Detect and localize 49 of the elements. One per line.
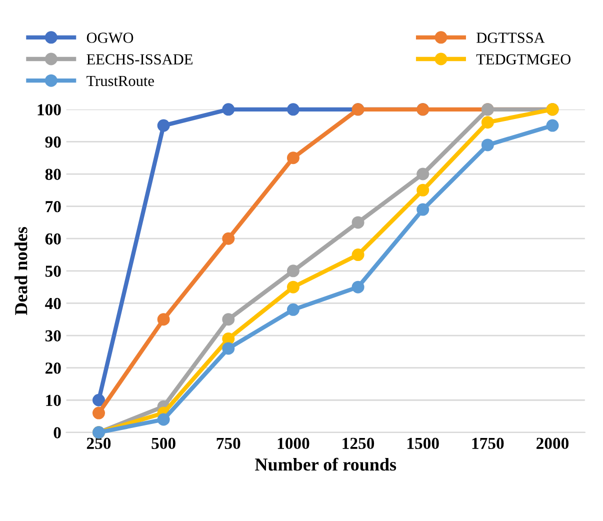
- legend-label: EECHS-ISSADE: [86, 54, 192, 65]
- point: [286, 152, 300, 164]
- y-tick-label: 30: [45, 330, 61, 342]
- y-tick-label: 10: [46, 394, 61, 406]
- point: [481, 138, 494, 152]
- point: [222, 103, 235, 116]
- point: [222, 232, 235, 245]
- point: [157, 313, 170, 326]
- point: [352, 280, 364, 294]
- point: [352, 216, 364, 229]
- x-tick-label: 500: [152, 438, 176, 450]
- x-tick-label: 1250: [342, 438, 374, 450]
- legend-label: DGTTSSA: [476, 32, 545, 43]
- y-tick-label: 40: [45, 298, 61, 310]
- y-tick-label: 90: [45, 136, 61, 148]
- y-tick-label: 0: [54, 427, 61, 438]
- point: [416, 184, 430, 196]
- x-tick-label: 250: [86, 438, 111, 450]
- point: [92, 394, 105, 406]
- point: [286, 303, 300, 316]
- x-axis-title: Number of rounds: [255, 458, 396, 471]
- point: [222, 313, 235, 326]
- y-tick-label: 20: [46, 362, 61, 374]
- point: [286, 280, 300, 294]
- y-tick-label: 50: [45, 266, 61, 277]
- point: [157, 119, 170, 132]
- point: [157, 413, 170, 426]
- x-tick-label: 1000: [278, 438, 310, 450]
- point: [481, 116, 494, 129]
- point: [286, 264, 300, 278]
- point: [286, 103, 300, 116]
- point: [92, 406, 105, 420]
- y-tick-label: 80: [45, 168, 61, 180]
- legend-label: TEDGTMGEO: [476, 54, 571, 65]
- y-tick-label: 100: [38, 104, 61, 116]
- y-tick-label: 60: [45, 233, 61, 245]
- y-tick-label: 70: [46, 201, 61, 212]
- point: [222, 342, 235, 355]
- point: [546, 119, 559, 132]
- x-tick-label: 2000: [536, 438, 569, 450]
- legend-label: OGWO: [86, 32, 134, 44]
- point: [416, 168, 430, 180]
- x-tick-label: 1750: [472, 438, 504, 450]
- point: [352, 248, 364, 262]
- x-tick-label: 750: [216, 438, 240, 450]
- point: [416, 203, 430, 216]
- y-axis-title: Dead nodes: [14, 226, 28, 315]
- x-tick-label: 1500: [408, 438, 439, 450]
- legend-label: TrustRoute: [86, 76, 154, 86]
